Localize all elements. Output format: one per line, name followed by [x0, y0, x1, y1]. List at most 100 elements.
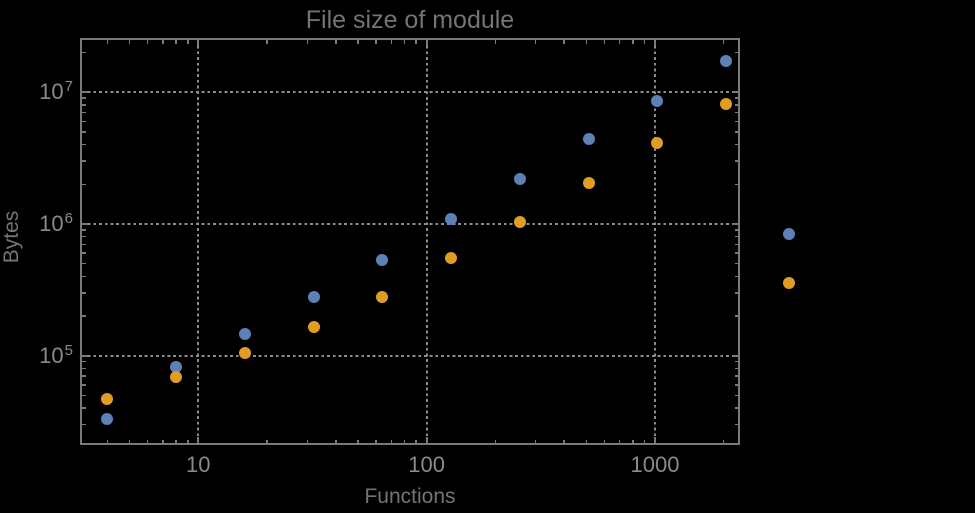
x-minor-tick-bottom: [494, 439, 497, 443]
data-point-series-1-blue-x4: [101, 413, 114, 426]
x-minor-tick-top: [632, 40, 634, 44]
x-minor-tick-top: [403, 40, 406, 44]
x-major-tick-bottom: [197, 437, 200, 443]
y-major-tick-left: [82, 222, 88, 225]
y-minor-tick-right: [734, 243, 738, 246]
data-point-series-1-blue-x128: [445, 213, 458, 226]
y-minor-tick-left: [82, 367, 86, 370]
y-minor-tick-left: [82, 315, 86, 317]
x-tick-label-10: 10: [186, 452, 211, 477]
x-minor-tick-top: [162, 40, 164, 44]
y-minor-tick-right: [734, 367, 738, 370]
x-minor-tick-bottom: [390, 439, 393, 443]
y-tick-base: 10: [39, 342, 64, 368]
y-minor-tick-right: [734, 183, 738, 186]
y-minor-tick-left: [82, 131, 86, 133]
y-minor-tick-left: [82, 104, 86, 106]
y-major-tick-right: [732, 354, 738, 357]
data-point-series-2-orange-x2048: [720, 97, 733, 110]
x-minor-tick-bottom: [306, 439, 308, 443]
x-minor-tick-bottom: [375, 439, 377, 443]
y-minor-tick-left: [82, 183, 86, 186]
x-minor-tick-bottom: [618, 439, 621, 443]
data-point-series-1-blue-x2048: [720, 54, 733, 67]
y-minor-tick-left: [82, 360, 86, 363]
data-point-series-2-orange-x512: [582, 177, 595, 190]
x-minor-tick-top: [175, 40, 177, 44]
x-major-tick-top: [425, 40, 428, 46]
x-minor-tick-top: [618, 40, 621, 44]
y-minor-tick-right: [734, 423, 738, 426]
x-axis-label: Functions: [364, 485, 456, 508]
y-minor-tick-right: [734, 120, 738, 123]
x-major-tick-bottom: [425, 437, 428, 443]
x-minor-tick-top: [106, 40, 109, 44]
gridline-y-10e6: [82, 222, 738, 225]
y-minor-tick-left: [82, 235, 86, 238]
y-minor-tick-left: [82, 262, 86, 265]
data-point-series-2-orange-x4: [101, 392, 114, 405]
x-minor-tick-bottom: [162, 439, 164, 443]
data-point-series-1-blue-x1024: [651, 94, 664, 107]
y-minor-tick-left: [82, 111, 86, 114]
x-minor-tick-top: [643, 40, 646, 44]
y-minor-tick-left: [82, 120, 86, 123]
y-minor-tick-right: [734, 252, 738, 254]
data-point-series-2-orange-x3870: [783, 276, 796, 289]
y-minor-tick-right: [734, 407, 738, 409]
y-minor-tick-left: [82, 394, 86, 397]
gridline-x-10: [197, 40, 200, 443]
y-minor-tick-right: [734, 104, 738, 106]
x-minor-tick-bottom: [722, 439, 725, 443]
data-point-series-2-orange-x1024: [651, 137, 664, 150]
x-minor-tick-top: [146, 40, 149, 44]
y-axis-label: Bytes: [0, 210, 23, 264]
gridline-y-10e5: [82, 354, 738, 357]
y-minor-tick-right: [734, 292, 738, 294]
x-minor-tick-top: [357, 40, 359, 44]
x-minor-tick-bottom: [563, 439, 565, 443]
y-minor-tick-right: [734, 160, 738, 162]
x-minor-tick-top: [563, 40, 565, 44]
x-minor-tick-bottom: [335, 439, 337, 443]
y-minor-tick-left: [82, 143, 86, 146]
y-minor-tick-left: [82, 292, 86, 294]
x-minor-tick-bottom: [632, 439, 634, 443]
x-minor-tick-bottom: [175, 439, 177, 443]
x-minor-tick-bottom: [357, 439, 359, 443]
y-tick-exponent: 7: [64, 78, 73, 96]
y-minor-tick-left: [82, 252, 86, 254]
y-tick-label-10e7: 107: [0, 77, 73, 107]
x-minor-tick-bottom: [603, 439, 606, 443]
x-minor-tick-bottom: [106, 439, 109, 443]
plot-title: File size of module: [305, 6, 515, 34]
y-minor-tick-left: [82, 160, 86, 162]
y-minor-tick-right: [734, 262, 738, 265]
y-tick-label-10e5: 105: [0, 341, 73, 371]
gridline-x-100: [425, 40, 428, 443]
data-point-series-1-blue-x16: [238, 327, 251, 340]
y-minor-tick-right: [734, 275, 738, 278]
y-minor-tick-left: [82, 97, 86, 99]
data-point-series-2-orange-x32: [307, 321, 320, 334]
data-point-series-1-blue-x512: [582, 133, 595, 146]
y-minor-tick-right: [734, 143, 738, 146]
x-minor-tick-bottom: [643, 439, 646, 443]
x-minor-tick-bottom: [534, 439, 537, 443]
data-point-series-2-orange-x8: [170, 370, 183, 383]
x-minor-tick-bottom: [415, 439, 417, 443]
data-point-series-2-orange-x64: [376, 290, 389, 303]
y-minor-tick-right: [734, 375, 738, 377]
data-point-series-1-blue-x8: [170, 361, 183, 374]
y-minor-tick-left: [82, 384, 86, 386]
x-major-tick-bottom: [654, 437, 656, 443]
gridline-y-10e7: [82, 91, 738, 94]
y-major-tick-left: [82, 354, 88, 357]
y-minor-tick-left: [82, 275, 86, 278]
y-minor-tick-right: [734, 51, 738, 54]
data-point-series-2-orange-x256: [513, 216, 526, 229]
x-minor-tick-top: [390, 40, 393, 44]
y-minor-tick-right: [734, 360, 738, 363]
x-minor-tick-bottom: [266, 439, 268, 443]
